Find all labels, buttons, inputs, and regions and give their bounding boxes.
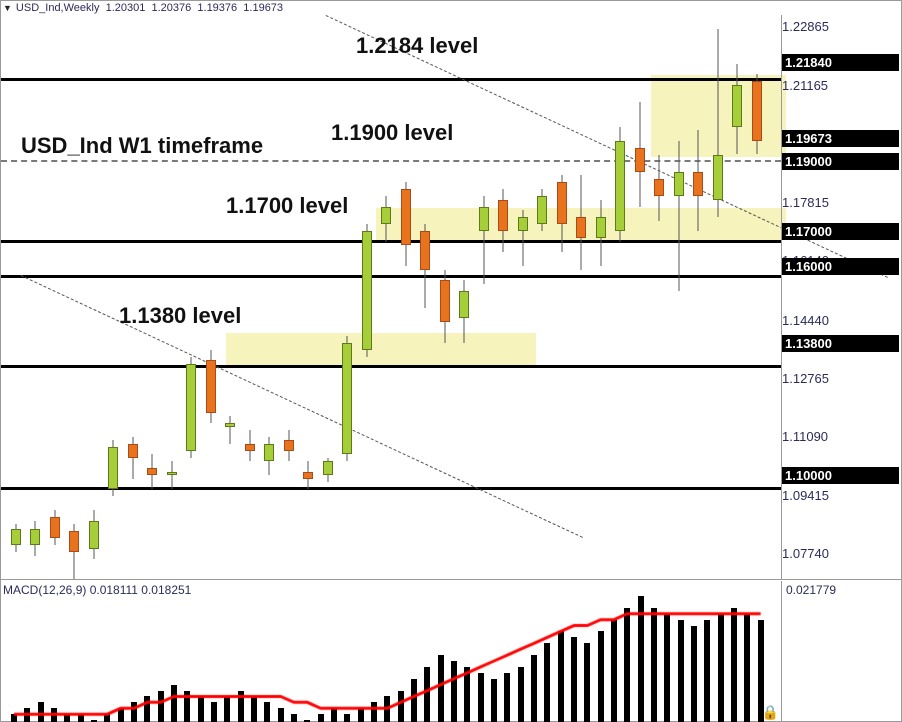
level-label-1900: 1.1900 level: [331, 120, 453, 146]
ohlc-close: 1.19673: [243, 2, 283, 14]
candle-body[interactable]: [323, 461, 333, 475]
price-tick-1-17815: 1.17815: [782, 195, 899, 210]
candle-body[interactable]: [147, 468, 157, 475]
candle-body[interactable]: [440, 280, 450, 322]
candle-body[interactable]: [615, 141, 625, 232]
price-tick-1-19000: 1.19000: [782, 153, 899, 170]
candle-body[interactable]: [50, 517, 60, 538]
price-tick-1-21840: 1.21840: [782, 54, 899, 71]
candle-body[interactable]: [69, 531, 79, 552]
level-label-1700: 1.1700 level: [226, 193, 348, 219]
macd-axis[interactable]: 0.021779: [781, 581, 902, 722]
price-tick-1-17000: 1.17000: [782, 223, 899, 240]
candle-body[interactable]: [518, 217, 528, 231]
dropdown-icon[interactable]: ▼: [3, 3, 12, 13]
price-tick-1-09415: 1.09415: [782, 488, 899, 503]
candle-body[interactable]: [732, 85, 742, 127]
ohlc-low: 1.19376: [197, 2, 237, 14]
price-tick-1-14440: 1.14440: [782, 313, 899, 328]
candle-body[interactable]: [537, 196, 547, 224]
candle-body[interactable]: [186, 364, 196, 451]
candle-body[interactable]: [401, 189, 411, 245]
level-label-2184: 1.2184 level: [356, 33, 478, 59]
candle-body[interactable]: [206, 360, 216, 412]
candle-body[interactable]: [674, 172, 684, 196]
price-tick-1-10000: 1.10000: [782, 467, 899, 484]
candle-body[interactable]: [420, 231, 430, 269]
header-text: USD_Ind,Weekly 1.20301 1.20376 1.19376 1…: [16, 2, 283, 14]
candle-body[interactable]: [225, 423, 235, 426]
chart-window: ▼ USD_Ind,Weekly 1.20301 1.20376 1.19376…: [0, 0, 902, 722]
level-line-2184: [1, 78, 781, 81]
ohlc-high: 1.20376: [152, 2, 192, 14]
level-line-1600: [1, 275, 781, 278]
date-axis[interactable]: [1, 694, 781, 722]
level-line-1700: [1, 240, 781, 243]
price-tick-1-11090: 1.11090: [782, 429, 899, 444]
candle-body[interactable]: [11, 529, 21, 545]
candle-body[interactable]: [576, 217, 586, 238]
candle-body[interactable]: [693, 172, 703, 196]
candle-body[interactable]: [459, 291, 469, 319]
price-axis[interactable]: 1.22865 1.21840 1.21165 1.19673 1.19000 1.178…: [781, 15, 902, 580]
price-tick-1-12765: 1.12765: [782, 371, 899, 386]
candle-body[interactable]: [498, 200, 508, 231]
ohlc-open: 1.20301: [106, 2, 146, 14]
candle-body[interactable]: [557, 182, 567, 224]
chart-header: ▼ USD_Ind,Weekly 1.20301 1.20376 1.19376…: [1, 1, 902, 15]
highlight-zone-1380: [226, 333, 536, 365]
level-label-1380: 1.1380 level: [119, 303, 241, 329]
candle-body[interactable]: [264, 444, 274, 461]
candle-body[interactable]: [596, 217, 606, 238]
candle-body[interactable]: [167, 472, 177, 475]
candle-body[interactable]: [303, 472, 313, 479]
symbol-label: USD_Ind,Weekly: [16, 2, 100, 14]
dashed-reference-line: [1, 160, 781, 162]
ascending-trendline-lower: [21, 275, 583, 538]
candle-body[interactable]: [245, 444, 255, 451]
candle-body[interactable]: [752, 81, 762, 140]
price-tick-1-22865: 1.22865: [782, 19, 899, 34]
macd-max-tick: 0.021779: [786, 583, 836, 597]
price-tick-1-07740: 1.07740: [782, 546, 899, 561]
candle-wick[interactable]: [230, 416, 231, 444]
candle-body[interactable]: [342, 343, 352, 455]
candle-body[interactable]: [381, 207, 391, 224]
candle-body[interactable]: [362, 231, 372, 350]
candle-body[interactable]: [713, 155, 723, 200]
candle-body[interactable]: [108, 447, 118, 489]
level-line-1380: [1, 365, 781, 368]
candle-body[interactable]: [89, 521, 99, 549]
price-tick-1-16000: 1.16000: [782, 258, 899, 275]
price-chart-pane[interactable]: 1.2184 level USD_Ind W1 timeframe 1.1900…: [1, 15, 902, 580]
candle-body[interactable]: [30, 529, 40, 545]
date-tick-row: [1, 694, 781, 704]
timeframe-label: USD_Ind W1 timeframe: [21, 133, 263, 159]
candle-body[interactable]: [128, 444, 138, 458]
candle-body[interactable]: [479, 207, 489, 231]
price-tick-1-19673: 1.19673: [782, 130, 899, 147]
price-tick-1-21165: 1.21165: [782, 78, 899, 93]
candle-wick[interactable]: [678, 141, 679, 291]
candle-body[interactable]: [635, 148, 645, 172]
candle-body[interactable]: [654, 179, 664, 196]
highlight-zone-1900-2184: [651, 75, 786, 157]
candle-body[interactable]: [284, 440, 294, 450]
price-tick-1-13800: 1.13800: [782, 335, 899, 352]
